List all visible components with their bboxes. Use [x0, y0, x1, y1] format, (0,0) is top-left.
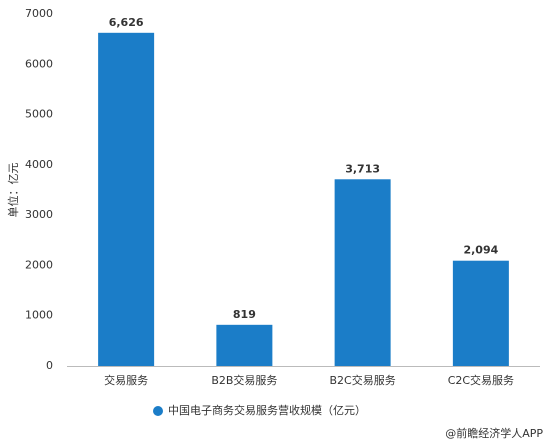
annotation: @前瞻经济学人APP [445, 426, 543, 440]
y-tick-label: 5000 [25, 108, 53, 121]
bar [334, 179, 391, 366]
y-axis-label: 单位：亿元 [6, 163, 20, 218]
y-tick-label: 0 [46, 359, 53, 372]
legend-marker [153, 406, 163, 416]
bar [216, 324, 273, 366]
value-label: 3,713 [345, 162, 380, 175]
value-label: 819 [233, 308, 256, 321]
value-label: 2,094 [463, 244, 498, 257]
x-tick-label: C2C交易服务 [448, 373, 514, 387]
value-label: 6,626 [109, 16, 144, 29]
x-tick-label: B2B交易服务 [211, 373, 277, 387]
x-tick-label: 交易服务 [104, 373, 148, 387]
bar [452, 260, 509, 366]
y-tick-label: 6000 [25, 57, 53, 70]
x-tick-label: B2C交易服务 [330, 373, 396, 387]
y-tick-label: 1000 [25, 309, 53, 322]
y-tick-label: 4000 [25, 158, 53, 171]
y-tick-label: 3000 [25, 208, 53, 221]
bar [98, 32, 155, 367]
legend-label: 中国电子商务交易服务营收规模（亿元） [168, 403, 366, 417]
y-tick-label: 2000 [25, 258, 53, 271]
y-tick-label: 7000 [25, 7, 53, 20]
